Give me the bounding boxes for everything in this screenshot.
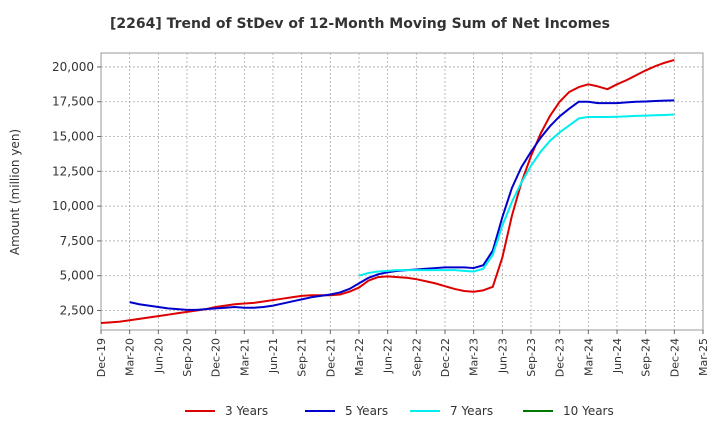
plot-area	[100, 52, 704, 331]
x-tick-label: Mar-25	[697, 338, 710, 376]
y-axis-label: Amount (million yen)	[8, 129, 22, 255]
x-tick-label: Sep-24	[640, 338, 653, 377]
chart-title: [2264] Trend of StDev of 12-Month Moving…	[110, 16, 610, 32]
x-tick-label: Mar-22	[353, 338, 366, 376]
legend-label: 3 Years	[225, 404, 268, 418]
x-tick-label: Jun-24	[611, 338, 624, 374]
axes: Dec-19 Mar-20 Jun-20 Sep-20 Dec-20 Mar-21 Jun-…	[52, 60, 710, 377]
x-tick-label: Mar-21	[238, 338, 251, 376]
x-tick-label: Sep-22	[410, 338, 423, 377]
legend: 3 Years 5 Years 7 Years 10 Years	[185, 404, 614, 418]
y-tick-label: 20,000	[52, 60, 94, 74]
x-tick-label: Dec-24	[668, 338, 681, 377]
series-line-7-years	[358, 113, 675, 277]
grid-lines	[100, 52, 704, 331]
x-tick-label: Mar-24	[582, 338, 595, 376]
y-tick-label: 15,000	[52, 130, 94, 144]
x-tick-label: Sep-21	[296, 338, 309, 377]
y-tick-label: 5,000	[60, 269, 94, 283]
y-tick-label: 17,500	[52, 95, 94, 109]
x-tick-label: Sep-23	[525, 338, 538, 377]
legend-label: 7 Years	[450, 404, 493, 418]
x-tick-label: Jun-21	[267, 338, 280, 374]
x-tick-label: Jun-20	[152, 338, 165, 374]
x-tick-label: Dec-22	[439, 338, 452, 377]
y-tick-label: 7,500	[60, 234, 94, 248]
y-tick-label: 10,000	[52, 199, 94, 213]
x-tick-label: Dec-21	[324, 338, 337, 377]
legend-label: 5 Years	[345, 404, 388, 418]
x-tick-label: Jun-23	[496, 338, 509, 374]
x-tick-label: Dec-20	[210, 338, 223, 377]
x-tick-label: Sep-20	[181, 338, 194, 377]
legend-label: 10 Years	[563, 404, 614, 418]
x-tick-label: Mar-23	[468, 338, 481, 376]
x-tick-label: Dec-19	[95, 338, 108, 377]
series-lines	[100, 58, 675, 325]
x-tick-label: Dec-23	[554, 338, 567, 377]
y-tick-label: 2,500	[60, 304, 94, 318]
x-tick-label: Mar-20	[124, 338, 137, 376]
y-tick-label: 12,500	[52, 164, 94, 178]
x-tick-label: Jun-22	[382, 338, 395, 374]
